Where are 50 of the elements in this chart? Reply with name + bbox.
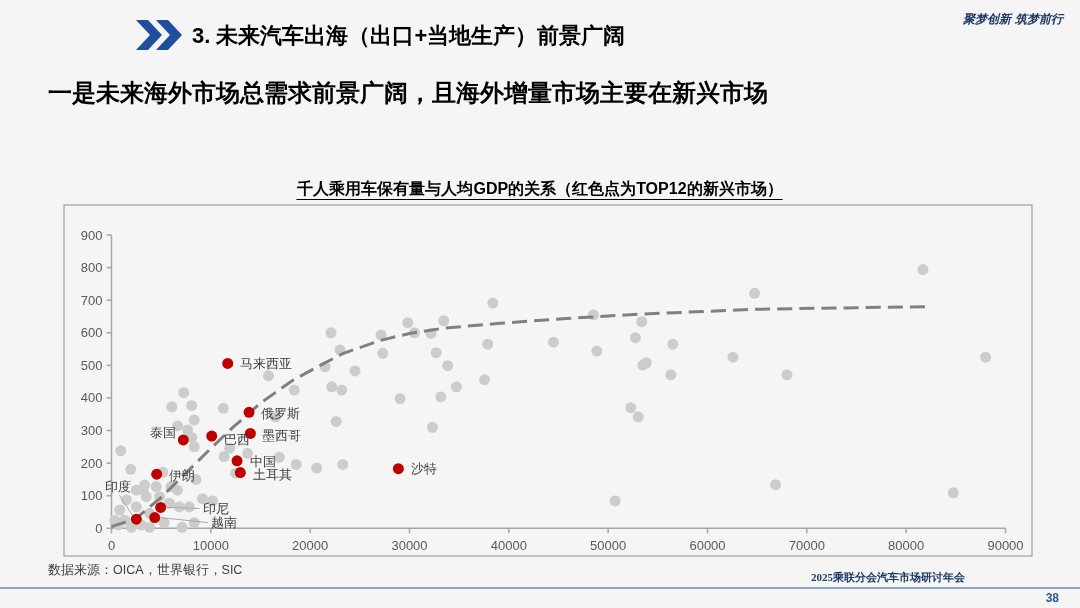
y-tick-label: 700	[80, 292, 103, 308]
point	[231, 455, 243, 467]
point	[206, 430, 218, 442]
point	[155, 501, 167, 513]
y-tick-label: 300	[80, 423, 103, 439]
y-tick-label: 400	[80, 390, 103, 406]
annotation: 中国	[250, 454, 277, 470]
source-note: 数据来源：OICA，世界银行，SIC	[48, 563, 243, 577]
chart-title: 3. 未来汽车出海（出口+当地生产）前景广阔	[192, 22, 626, 48]
annotation: 印度	[105, 478, 132, 494]
annotation: 巴西	[223, 431, 250, 447]
annotation: 墨西哥	[262, 427, 302, 443]
y-tick-label: 900	[80, 227, 103, 243]
y-tick-label: 500	[80, 357, 103, 373]
x-tick-label: 40000	[490, 537, 527, 553]
text: 千人乘用车保有量与人均GDP的关系（红色点为TOP12的新兴市场）	[296, 179, 783, 198]
annotation: 印尼	[202, 500, 229, 516]
x-tick-label: 30000	[391, 537, 428, 553]
point	[392, 463, 404, 475]
annotation: 俄罗斯	[261, 405, 301, 421]
y-tick-label: 100	[80, 488, 103, 504]
x-tick-label: 20000	[292, 537, 329, 553]
y-tick-label: 200	[80, 455, 103, 471]
annotation: 马来西亚	[239, 355, 292, 371]
point	[151, 468, 163, 480]
x-tick-label: 70000	[788, 537, 825, 553]
point	[130, 513, 142, 525]
y-tick-label: 0	[95, 520, 103, 536]
text: 38	[1045, 591, 1060, 605]
x-tick-label: 50000	[590, 537, 627, 553]
point	[222, 357, 234, 369]
point	[149, 512, 161, 524]
x-tick-label: 90000	[987, 537, 1024, 553]
annotation: 土耳其	[253, 467, 293, 483]
y-tick-label: 600	[80, 325, 103, 341]
point	[177, 434, 189, 446]
annotation: 沙特	[411, 461, 438, 477]
text: 聚梦创新 筑梦前行	[962, 12, 1065, 26]
x-tick-label: 10000	[192, 537, 229, 553]
x-tick-label: 0	[107, 537, 116, 553]
annotation: 越南	[210, 515, 237, 531]
y-tick-label: 800	[80, 260, 103, 276]
point	[243, 406, 255, 418]
chart-subtitle: 一是未来海外市场总需求前景广阔，且海外增量市场主要在新兴市场	[48, 78, 768, 106]
x-tick-label: 60000	[689, 537, 726, 553]
x-tick-label: 80000	[888, 537, 925, 553]
text: 2025乘联分会汽车市场研讨年会	[811, 571, 966, 583]
annotation: 泰国	[150, 425, 177, 441]
annotation: 伊朗	[168, 467, 195, 483]
point	[234, 467, 246, 479]
